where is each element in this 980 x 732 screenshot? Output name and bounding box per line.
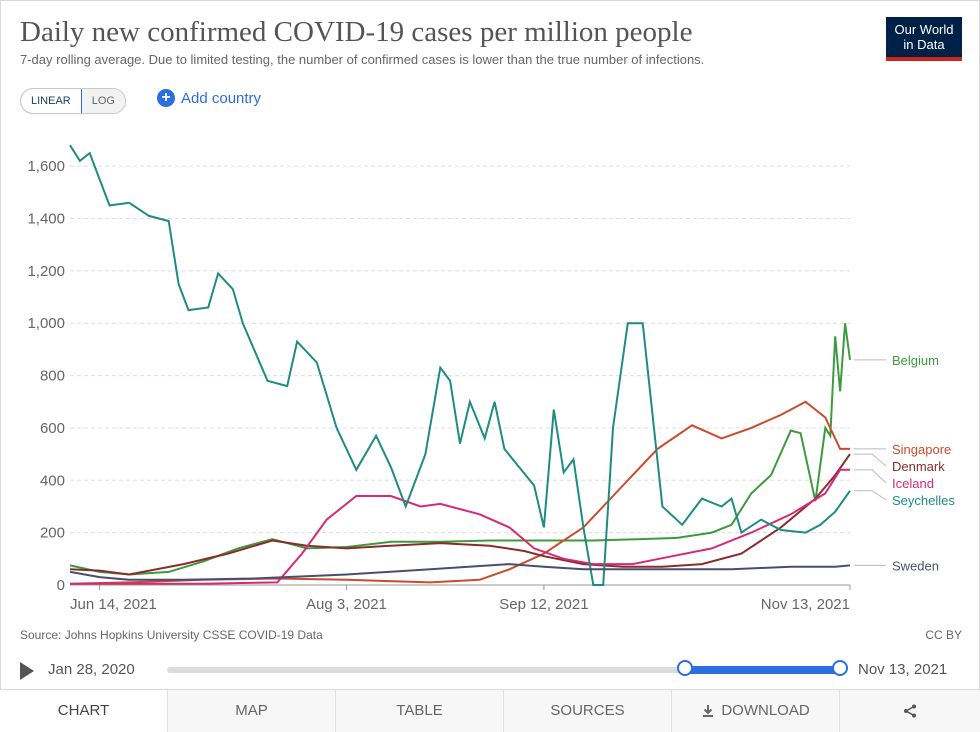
y-tick-label: 1,600 — [27, 158, 65, 175]
grid-lines — [70, 165, 850, 586]
timeline-end-label: Nov 13, 2021 — [858, 661, 948, 678]
share-icon — [904, 704, 916, 718]
timeline: Jan 28, 2020 Nov 13, 2021 — [0, 652, 980, 688]
logo-line2: in Data — [903, 37, 945, 52]
y-tick-label: 1,400 — [27, 211, 65, 228]
legend-label-sweden[interactable]: Sweden — [892, 558, 939, 573]
legend-connector — [854, 490, 887, 501]
play-icon[interactable] — [20, 662, 34, 680]
log-scale-button[interactable]: LOG — [81, 89, 125, 113]
series-lines — [69, 144, 851, 586]
series-line-denmark[interactable] — [69, 453, 851, 576]
source-note[interactable]: Source: Johns Hopkins University CSSE CO… — [20, 628, 323, 642]
logo-accent-bar — [886, 57, 962, 61]
add-country-button[interactable]: + Add country — [157, 89, 261, 107]
x-tick-label: Jun 14, 2021 — [70, 596, 157, 613]
series-line-iceland[interactable] — [70, 468, 850, 585]
add-country-label: Add country — [181, 89, 262, 107]
series-line-sweden[interactable] — [69, 563, 851, 581]
legend-label-belgium[interactable]: Belgium — [892, 353, 939, 368]
scale-toggle[interactable]: LINEAR LOG — [20, 88, 126, 114]
tab-download[interactable]: DOWNLOAD — [671, 690, 839, 732]
tab-label: MAP — [235, 702, 268, 719]
legend-label-singapore[interactable]: Singapore — [892, 442, 951, 457]
series-line-singapore[interactable] — [69, 400, 850, 585]
x-axis-ticks: Jun 14, 2021 Aug 3, 2021 Sep 12, 2021 Nov 1… — [70, 585, 851, 613]
tab-map[interactable]: MAP — [167, 690, 335, 732]
timeline-end-handle[interactable] — [832, 660, 848, 676]
timeline-track[interactable] — [167, 667, 840, 673]
tab-label: SOURCES — [550, 702, 625, 719]
tab-table[interactable]: TABLE — [335, 690, 503, 732]
legend-label-denmark[interactable]: Denmark — [892, 459, 945, 474]
legend-label-iceland[interactable]: Iceland — [892, 476, 934, 491]
tab-bar: CHART MAP TABLE SOURCES DOWNLOAD — [0, 689, 980, 732]
plus-circle-icon: + — [157, 89, 175, 107]
legend-connector — [854, 469, 887, 484]
chart-subtitle: 7-day rolling average. Due to limited te… — [20, 52, 705, 67]
license-link[interactable]: CC BY — [925, 628, 962, 642]
y-tick-label: 0 — [57, 577, 65, 594]
owid-logo[interactable]: Our World in Data — [886, 17, 962, 61]
series-line-belgium[interactable] — [69, 323, 851, 576]
logo-line1: Our World — [894, 22, 954, 37]
y-tick-label: 1,000 — [27, 315, 65, 332]
download-icon — [703, 705, 714, 717]
chart-title: Daily new confirmed COVID-19 cases per m… — [20, 16, 693, 48]
line-chart: 0 200 400 600 800 1,000 1,200 1,400 1,600 Jun 14… — [27, 144, 955, 613]
tab-share[interactable] — [839, 690, 980, 732]
legend-label-seychelles[interactable]: Seychelles — [892, 493, 955, 508]
legend-connector — [854, 453, 887, 467]
y-tick-label: 800 — [40, 368, 65, 385]
tab-label: CHART — [57, 702, 110, 719]
linear-scale-button[interactable]: LINEAR — [20, 89, 82, 113]
timeline-start-label: Jan 28, 2020 — [48, 661, 135, 678]
y-tick-label: 200 — [40, 525, 65, 542]
timeline-selected-range — [685, 666, 840, 674]
y-tick-label: 1,200 — [27, 263, 65, 280]
tab-label: DOWNLOAD — [721, 702, 810, 719]
y-tick-label: 400 — [40, 472, 65, 489]
y-axis-ticks: 0 200 400 600 800 1,000 1,200 1,400 1,600 — [27, 158, 65, 594]
x-tick-label: Aug 3, 2021 — [306, 596, 387, 613]
x-tick-label: Sep 12, 2021 — [499, 596, 588, 613]
x-tick-label: Nov 13, 2021 — [761, 596, 850, 613]
timeline-start-handle[interactable] — [677, 660, 694, 676]
tab-label: TABLE — [396, 702, 443, 719]
y-tick-label: 600 — [40, 420, 65, 437]
tab-chart[interactable]: CHART — [0, 690, 167, 732]
series-line-seychelles[interactable] — [69, 144, 851, 586]
legend: Belgium Singapore Denmark Iceland Seychelles… — [854, 353, 955, 573]
tab-sources[interactable]: SOURCES — [503, 690, 671, 732]
